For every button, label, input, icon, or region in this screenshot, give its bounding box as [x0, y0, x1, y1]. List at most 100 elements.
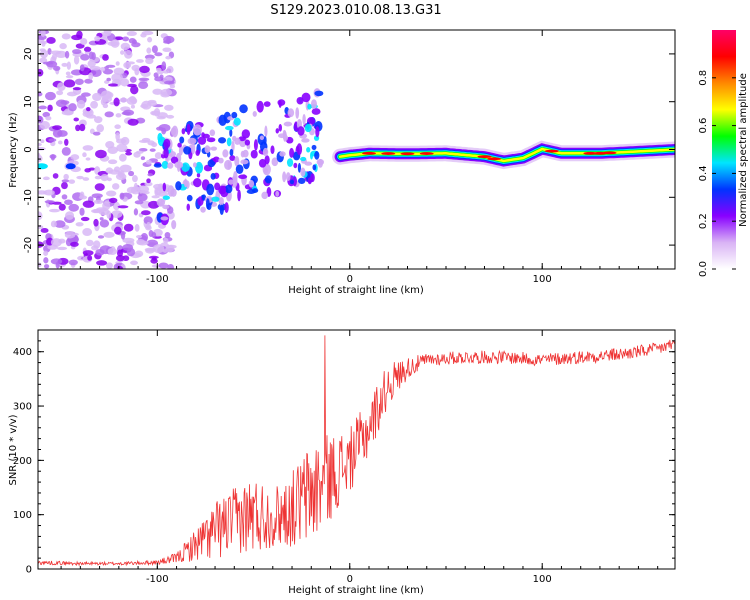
noise-blob — [115, 254, 125, 262]
signal-blob — [192, 124, 202, 136]
signal-blob — [285, 172, 291, 182]
noise-blob — [134, 200, 144, 205]
noise-blob — [90, 68, 102, 77]
noise-blob — [152, 244, 165, 254]
signal-blob — [275, 128, 280, 134]
signal-blob — [186, 194, 193, 202]
noise-blob — [111, 183, 120, 190]
noise-blob — [92, 131, 101, 136]
signal-blob — [296, 96, 304, 105]
noise-blob — [75, 222, 84, 227]
signal-blob — [210, 173, 216, 180]
noise-blob — [52, 173, 59, 179]
noise-blob — [157, 112, 168, 119]
signal-blob — [304, 161, 313, 166]
noise-blob — [82, 152, 87, 158]
noise-blob — [112, 201, 121, 211]
noise-blob — [158, 262, 169, 269]
signal-blob — [287, 108, 295, 118]
noise-blob — [38, 91, 43, 97]
noise-blob — [165, 244, 175, 253]
signal-blob — [235, 164, 244, 175]
signal-blob — [162, 195, 170, 200]
noise-blob — [115, 113, 122, 118]
signal-blob — [177, 142, 182, 148]
noise-blob — [133, 151, 141, 158]
snr-x-axis-label: Height of straight line (km) — [288, 585, 424, 596]
signal-blob — [302, 113, 306, 126]
signal-blob — [264, 125, 268, 137]
noise-blob — [113, 97, 120, 107]
signal-blob — [171, 219, 177, 230]
noise-blob — [61, 179, 70, 183]
noise-blob — [118, 153, 127, 162]
signal-blob — [206, 137, 216, 143]
signal-blob — [279, 151, 286, 157]
noise-blob — [102, 68, 114, 75]
noise-blob — [127, 118, 139, 126]
signal-blob — [278, 100, 282, 108]
noise-blob — [163, 80, 175, 85]
noise-blob — [151, 195, 160, 199]
noise-blob — [85, 106, 91, 112]
noise-blob — [145, 159, 152, 165]
noise-blob — [124, 49, 133, 59]
signal-blob — [297, 177, 306, 184]
x-tick-label: -100 — [146, 274, 169, 285]
signal-blob — [270, 145, 275, 154]
noise-blob — [102, 54, 109, 61]
noise-blob — [156, 70, 164, 75]
signal-blob — [232, 135, 237, 142]
signal-blob — [311, 144, 317, 150]
noise-blob — [83, 46, 92, 53]
noise-blob — [163, 237, 169, 244]
noise-blob — [40, 139, 45, 144]
signal-blob — [263, 168, 269, 174]
noise-blob — [57, 140, 63, 145]
noise-blob — [146, 178, 151, 184]
noise-blob — [64, 231, 76, 239]
noise-blob — [96, 124, 105, 133]
noise-blob — [140, 33, 147, 38]
noise-blob — [45, 116, 52, 121]
signal-blob — [244, 139, 251, 146]
noise-blob — [80, 37, 88, 45]
noise-blob — [161, 61, 167, 71]
colorbar-tick-label: 0.4 — [698, 165, 709, 181]
noise-blob — [100, 90, 112, 100]
noise-blob — [111, 210, 123, 218]
signal-blob — [297, 126, 305, 136]
signal-blob — [307, 177, 312, 185]
noise-blob — [123, 61, 132, 69]
noise-blob — [46, 37, 56, 44]
noise-blob — [42, 111, 51, 118]
noise-blob — [70, 241, 79, 247]
noise-blob — [87, 59, 96, 68]
signal-blob — [170, 188, 177, 197]
noise-blob — [56, 90, 64, 96]
noise-blob — [136, 234, 143, 239]
noise-blob — [113, 166, 121, 173]
noise-blob — [115, 61, 120, 66]
noise-blob — [82, 200, 95, 208]
noise-blob — [106, 77, 112, 82]
signal-blob — [234, 155, 240, 167]
noise-blob — [63, 173, 69, 180]
signal-blob — [278, 124, 283, 132]
ridge-peak — [400, 152, 415, 156]
snr-plot — [38, 335, 675, 567]
y-tick-label: -20 — [23, 237, 34, 253]
noise-blob — [146, 221, 151, 230]
signal-blob — [186, 123, 191, 136]
noise-blob — [96, 260, 108, 266]
y-tick-label: 200 — [13, 456, 32, 467]
signal-blob — [286, 158, 294, 167]
signal-blob — [187, 137, 197, 145]
noise-blob — [94, 175, 102, 180]
noise-blob — [93, 218, 99, 227]
noise-blob — [79, 64, 85, 72]
noise-blob — [120, 78, 130, 87]
signal-blob — [314, 90, 324, 97]
ridge-peak — [362, 151, 377, 155]
